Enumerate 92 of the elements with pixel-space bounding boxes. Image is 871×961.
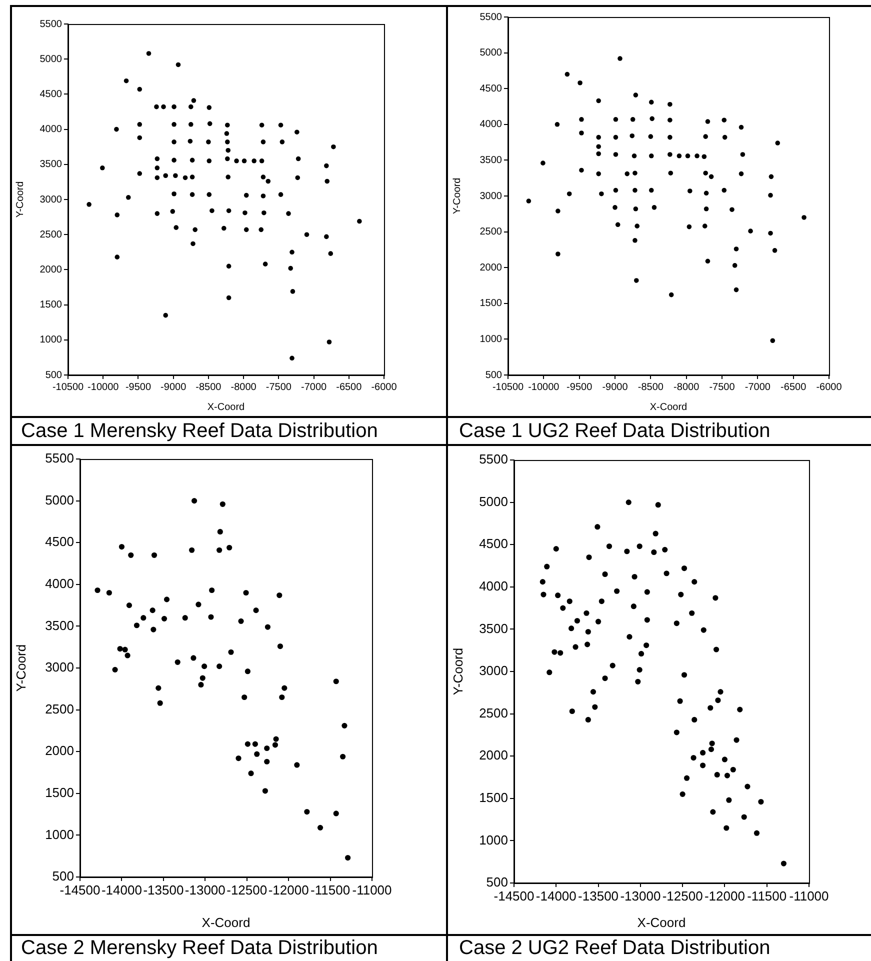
y-tick-label: 4000 (479, 578, 508, 594)
y-tick-label: 5500 (45, 450, 74, 466)
y-tick-label: 3000 (40, 194, 62, 206)
x-tick-label: -10000 (528, 382, 560, 393)
x-tick-label: -10500 (52, 382, 84, 393)
y-tick-label: 5000 (480, 48, 502, 59)
y-tick-label: 1500 (480, 298, 502, 310)
y-tick-label: 5000 (45, 492, 74, 508)
x-tick-label: -6500 (336, 382, 362, 393)
y-tick-label: 500 (45, 370, 62, 381)
y-tick-label: 5000 (479, 494, 508, 509)
x-tick-label: -9500 (125, 382, 152, 393)
y-tick-label: 4500 (45, 534, 74, 550)
y-tick-label: 4500 (479, 536, 508, 552)
x-axis-title: X-Coord (202, 914, 250, 930)
text: Case 1 Merensky Reef Data Distribution (21, 420, 378, 443)
y-tick-label: 1000 (480, 334, 502, 345)
y-tick-label: 2000 (40, 264, 62, 276)
y-tick-label: 1000 (40, 334, 62, 346)
y-tick-label: 2000 (480, 262, 502, 274)
x-tick-label: -6000 (816, 382, 842, 393)
y-tick-label: 3500 (45, 618, 74, 633)
x-tick-label: -7500 (709, 382, 736, 393)
y-tick-label: 5000 (40, 54, 62, 65)
x-axis-title: X-Coord (650, 402, 688, 413)
x-tick-label: -8500 (196, 382, 222, 393)
x-tick-label: -13000 (184, 882, 226, 898)
y-tick-label: 3000 (479, 663, 508, 678)
y-tick-label: 5500 (40, 18, 62, 30)
x-tick-label: -8000 (230, 382, 257, 393)
x-tick-label: -14500 (60, 882, 100, 898)
x-tick-label: -11500 (747, 888, 787, 904)
x-tick-label: -8500 (638, 382, 664, 393)
x-tick-label: -13500 (143, 882, 184, 898)
x-tick-label: -12500 (226, 882, 268, 898)
x-tick-label: -9000 (160, 382, 187, 393)
y-axis-title: Y-Coord (450, 648, 466, 696)
x-tick-label: -11500 (310, 882, 350, 898)
y-axis-title: Y-Coord (452, 178, 463, 214)
x-tick-label: -6500 (780, 382, 807, 393)
x-tick-label: -11000 (352, 882, 392, 898)
y-tick-label: 2000 (479, 748, 508, 763)
y-tick-label: 5500 (480, 12, 502, 23)
y-tick-label: 4000 (480, 119, 502, 130)
y-tick-label: 2500 (480, 226, 502, 238)
x-tick-label: -14000 (536, 888, 576, 904)
x-tick-label: -9000 (602, 382, 628, 393)
x-tick-label: -14000 (101, 882, 142, 898)
x-tick-label: -12000 (704, 888, 745, 904)
y-axis-title: Y-Coord (14, 181, 26, 218)
y-tick-label: 2500 (479, 705, 508, 720)
x-tick-label: -12500 (662, 888, 703, 904)
x-tick-label: -11000 (789, 888, 829, 904)
x-tick-label: -9500 (566, 382, 593, 393)
y-tick-label: 4000 (40, 124, 62, 136)
text: Case 2 Merensky Reef Data Distribution (21, 937, 378, 960)
y-tick-label: 3500 (40, 159, 62, 170)
y-tick-label: 4500 (40, 88, 62, 100)
y-tick-label: 4500 (480, 83, 502, 94)
x-axis-title: X-Coord (207, 402, 245, 413)
y-tick-label: 3000 (45, 660, 74, 675)
x-tick-label: -7500 (266, 382, 292, 393)
y-tick-label: 500 (486, 874, 508, 890)
y-tick-label: 2500 (45, 701, 74, 716)
y-tick-label: 1500 (40, 300, 62, 311)
y-tick-label: 4000 (45, 576, 74, 591)
x-tick-label: -13500 (578, 888, 619, 904)
text: Case 1 UG2 Reef Data Distribution (459, 420, 770, 443)
x-tick-label: -8000 (674, 382, 700, 393)
y-tick-label: 500 (52, 868, 74, 884)
x-tick-label: -14500 (494, 888, 534, 904)
x-tick-label: -7000 (300, 382, 328, 393)
x-tick-label: -12000 (268, 882, 309, 898)
y-tick-label: 2000 (45, 743, 74, 758)
x-tick-label: -6000 (371, 382, 398, 393)
x-axis-title: X-Coord (637, 914, 686, 930)
y-tick-label: 1000 (479, 832, 508, 848)
y-tick-label: 2500 (40, 229, 62, 240)
y-tick-label: 3500 (479, 620, 508, 636)
y-tick-label: 1500 (479, 790, 508, 805)
y-tick-label: 3500 (480, 154, 502, 166)
y-tick-label: 500 (485, 370, 502, 381)
text: Case 2 UG2 Reef Data Distribution (459, 937, 770, 960)
y-tick-label: 3000 (480, 190, 502, 202)
y-tick-label: 1500 (45, 784, 74, 800)
y-axis-title: Y-Coord (13, 644, 28, 692)
x-tick-label: -10000 (88, 382, 120, 393)
x-tick-label: -10500 (492, 382, 524, 393)
y-tick-label: 5500 (479, 452, 508, 467)
y-tick-label: 1000 (45, 826, 74, 842)
x-tick-label: -7000 (744, 382, 771, 393)
x-tick-label: -13000 (620, 888, 661, 904)
